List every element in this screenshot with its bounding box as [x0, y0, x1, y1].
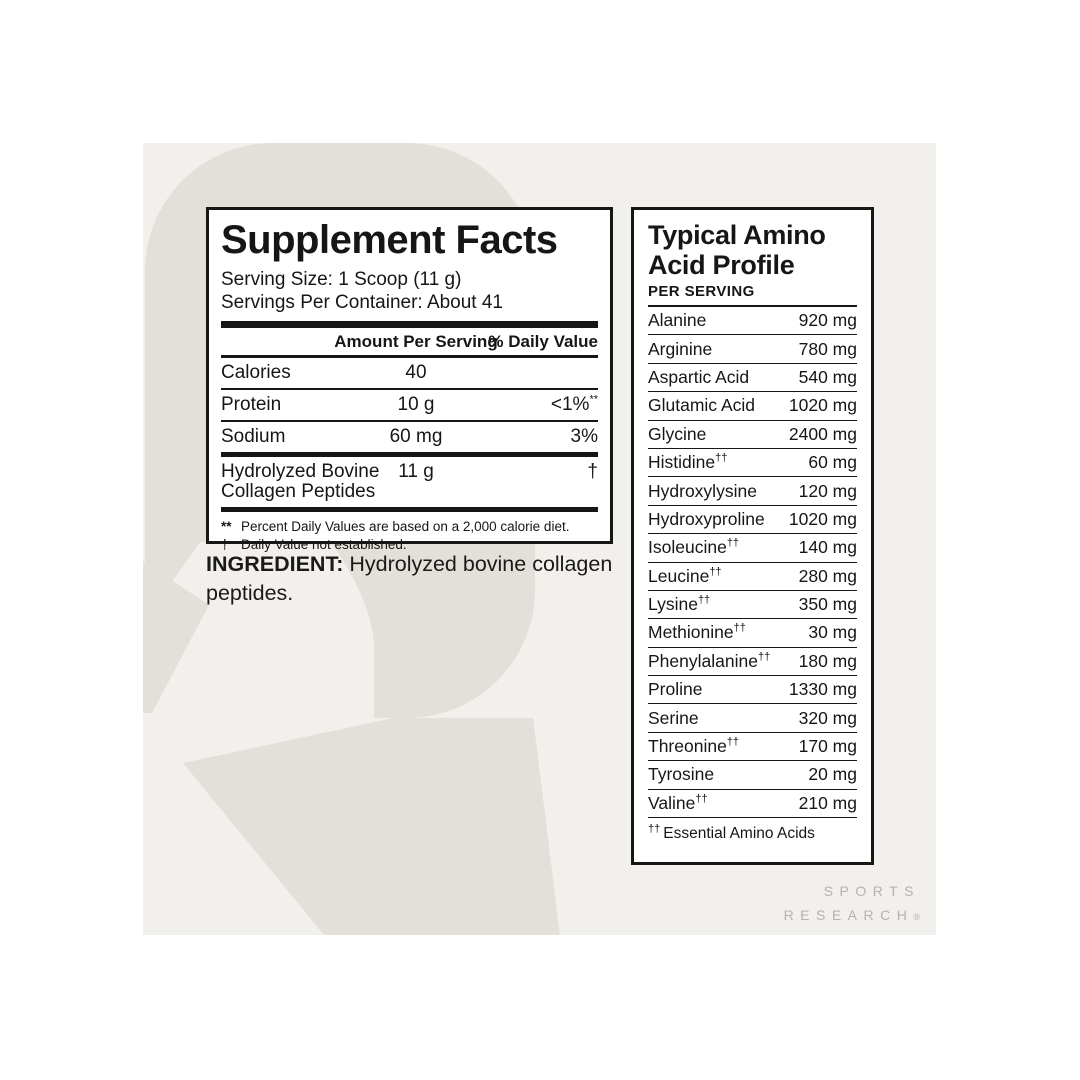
serving-size: Serving Size: 1 Scoop (11 g): [221, 268, 462, 290]
ingredient-text: Hydrolyzed bovine collagen peptides.: [206, 552, 613, 605]
divider-medium: [221, 354, 598, 358]
amino-panel-subtitle: PER SERVING: [648, 283, 857, 307]
divider-thin: [221, 419, 598, 422]
amino-row: Alanine 920 mg: [648, 307, 857, 336]
amino-panel-title: Typical Amino Acid Profile: [648, 220, 826, 280]
nutrient-amount: 60 mg: [389, 425, 443, 447]
brand-line-sports: SPORTS: [823, 883, 920, 899]
amino-row: Proline 1330 mg: [648, 676, 857, 705]
amino-row: Serine 320 mg: [648, 704, 857, 733]
amino-row: Methionine†† 30 mg: [648, 619, 857, 648]
column-header-amount: Amount Per Serving: [334, 331, 498, 351]
registered-mark-icon: ®: [913, 912, 920, 922]
amino-row: Hydroxylysine 120 mg: [648, 477, 857, 506]
nutrient-daily-value: †: [587, 460, 598, 482]
amino-row: Hydroxyproline 1020 mg: [648, 506, 857, 535]
nutrient-name: Hydrolyzed Bovine Collagen Peptides: [221, 460, 380, 502]
footnotes: ** Percent Daily Values are based on a 2…: [221, 512, 598, 554]
amino-row: Arginine 780 mg: [648, 335, 857, 364]
nutrition-header-row: Amount Per Serving % Daily Value: [221, 328, 598, 355]
nutrient-amount: 40: [405, 361, 427, 383]
nutrient-name: Calories: [221, 361, 291, 383]
amino-row: Glutamic Acid 1020 mg: [648, 392, 857, 421]
nutrient-amount: 11 g: [398, 460, 434, 482]
amino-row: Threonine†† 170 mg: [648, 733, 857, 762]
divider-thin: [221, 387, 598, 390]
sports-research-brand: SPORTS RESEARCH®: [784, 879, 920, 929]
amino-row: Aspartic Acid 540 mg: [648, 364, 857, 393]
nutrient-name: Sodium: [221, 425, 286, 447]
supplement-facts-panel: Supplement Facts Serving Size: 1 Scoop (…: [206, 207, 613, 552]
ingredient-statement: INGREDIENT: Hydrolyzed bovine collagen p…: [206, 550, 638, 608]
nutrient-name: Protein: [221, 393, 282, 415]
footnote-percent-dv: ** Percent Daily Values are based on a 2…: [221, 518, 570, 534]
nutrient-amount: 10 g: [397, 393, 435, 415]
amino-row: Leucine†† 280 mg: [648, 563, 857, 591]
nutrition-row-calories: Calories 40: [221, 358, 598, 388]
servings-per-container: Servings Per Container: About 41: [221, 291, 504, 313]
amino-acid-panel: Typical Amino Acid Profile PER SERVING A…: [631, 207, 874, 865]
nutrition-row-collagen: Hydrolyzed Bovine Collagen Peptides 11 g…: [221, 457, 598, 507]
column-header-daily-value: % Daily Value: [488, 331, 598, 351]
amino-row: Glycine 2400 mg: [648, 421, 857, 449]
nutrient-daily-value: 3%: [570, 425, 598, 447]
amino-row: Lysine†† 350 mg: [648, 591, 857, 620]
supplement-facts-title: Supplement Facts: [221, 218, 558, 262]
amino-row: Tyrosine 20 mg: [648, 761, 857, 790]
amino-row: Phenylalanine†† 180 mg: [648, 648, 857, 677]
divider-thick: [221, 451, 598, 457]
nutrient-daily-value: <1%**: [550, 393, 598, 415]
ingredient-label: INGREDIENT:: [206, 552, 344, 576]
divider-thick: [221, 320, 598, 328]
nutrition-row-sodium: Sodium 60 mg 3%: [221, 422, 598, 452]
amino-row: Valine†† 210 mg: [648, 790, 857, 819]
amino-row: Histidine†† 60 mg: [648, 449, 857, 478]
essential-amino-acids-footnote: †† Essential Amino Acids: [648, 822, 815, 843]
nutrition-row-protein: Protein 10 g <1%**: [221, 390, 598, 420]
divider-thick: [221, 506, 598, 512]
brand-line-research: RESEARCH®: [783, 907, 920, 923]
amino-row: Isoleucine†† 140 mg: [648, 534, 857, 563]
photo-background: Supplement Facts Serving Size: 1 Scoop (…: [143, 143, 936, 935]
footnote-dv-not-established: † Daily Value not established.: [221, 536, 407, 552]
